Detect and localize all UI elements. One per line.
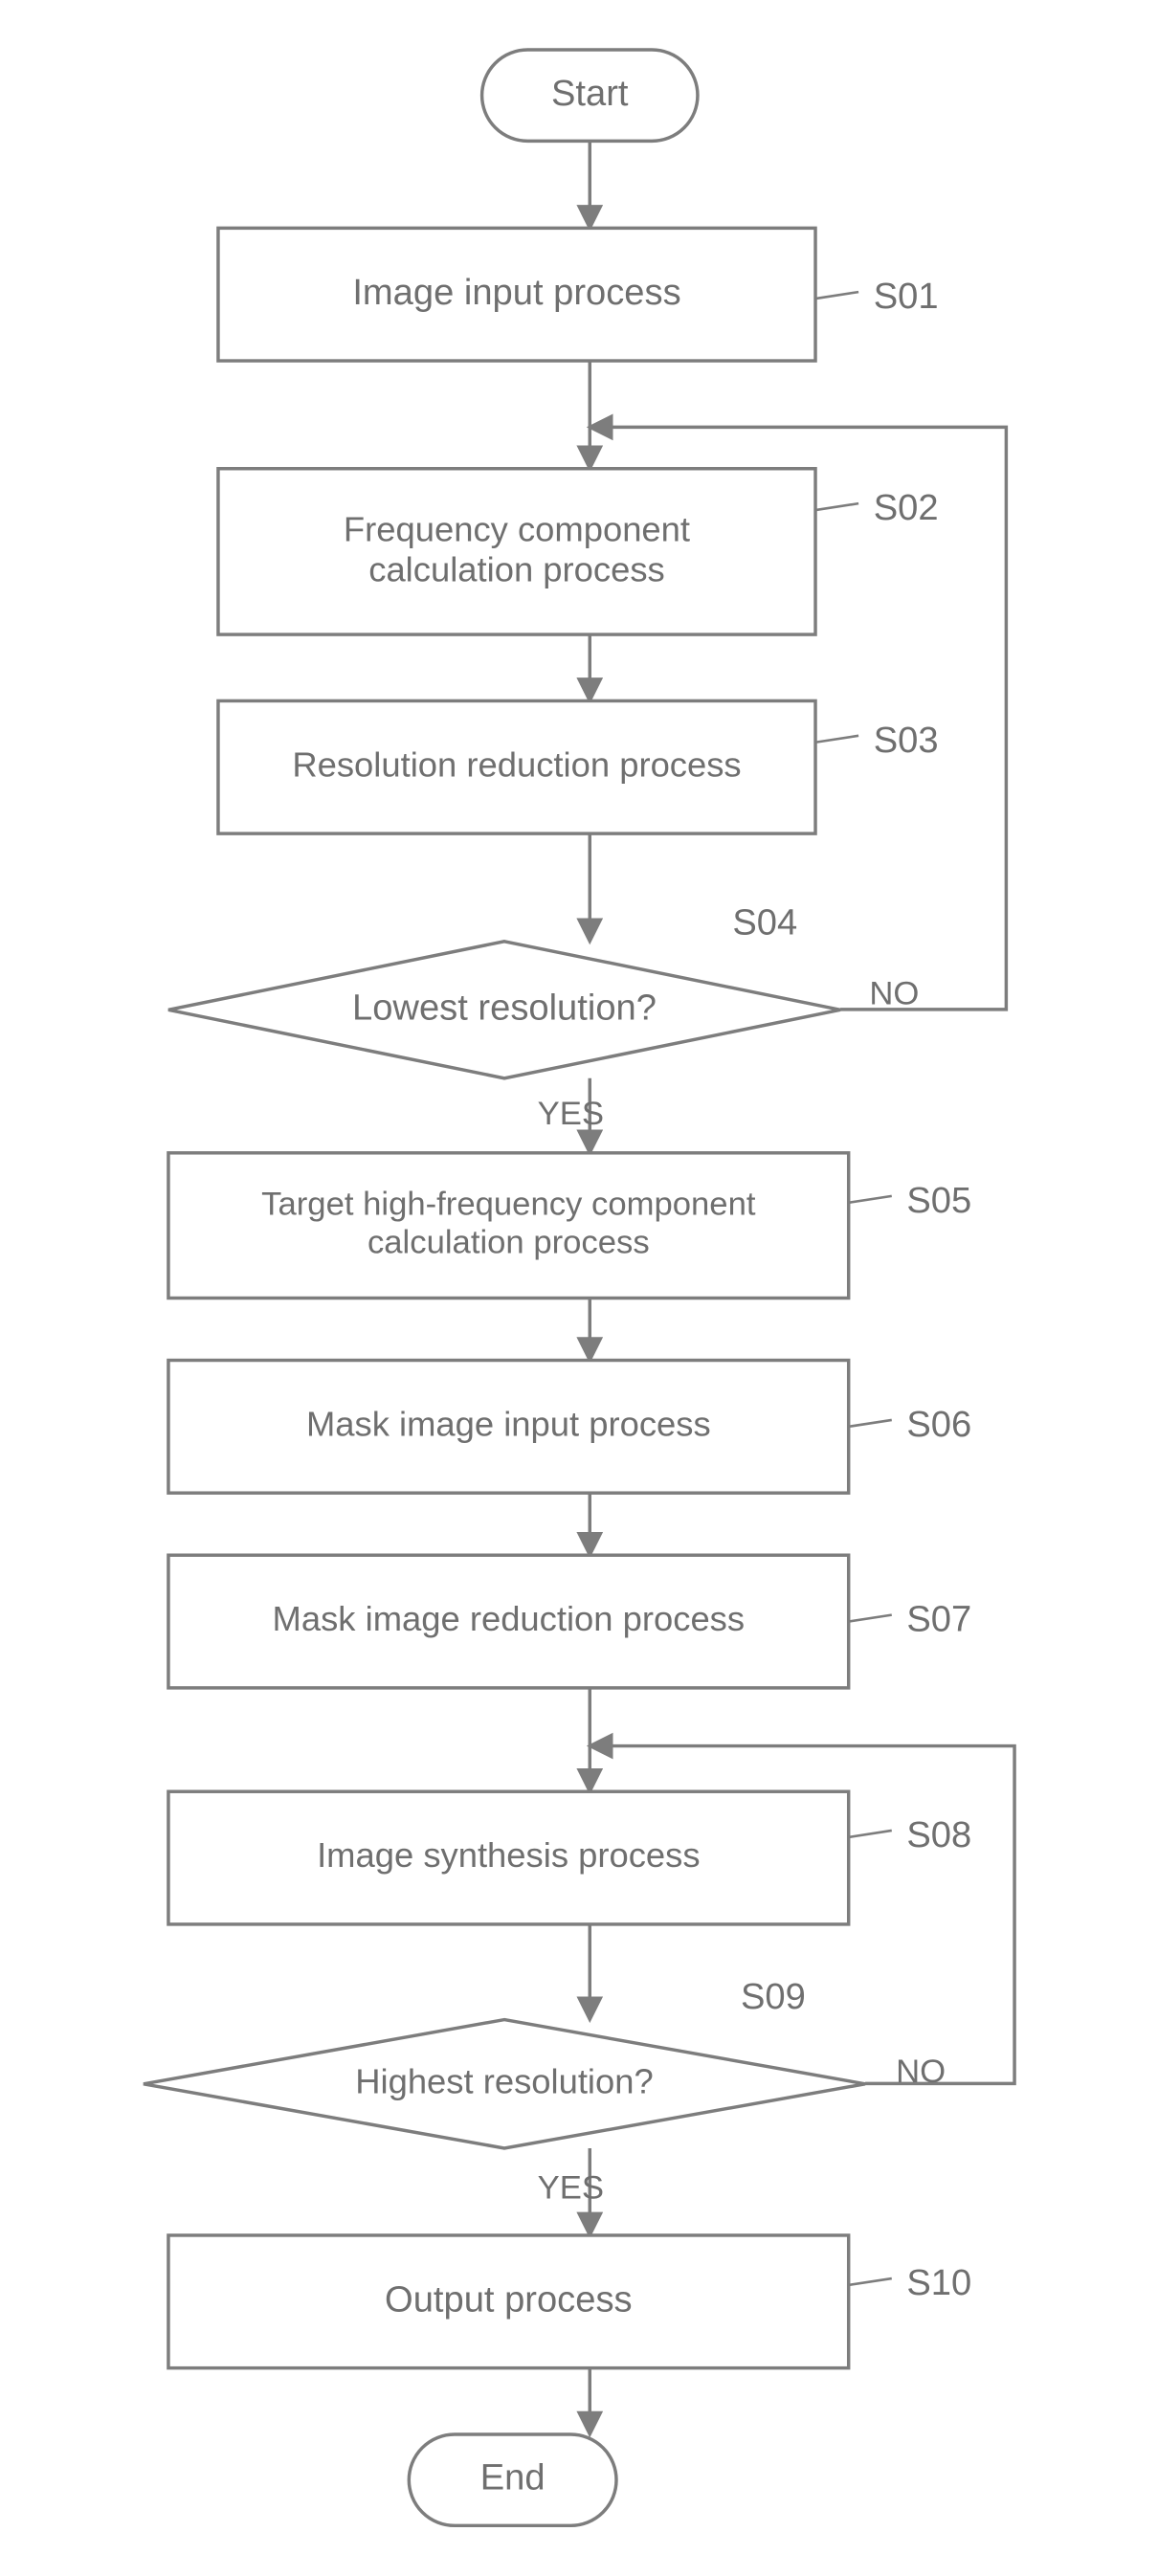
no-label-s04: NO bbox=[869, 975, 919, 1011]
node-s03: Resolution reduction process S03 bbox=[218, 700, 939, 833]
node-label-s01: Image input process bbox=[352, 272, 680, 313]
no-label-s09: NO bbox=[896, 2054, 946, 2090]
step-label-s01: S01 bbox=[874, 276, 939, 317]
step-label-s08: S08 bbox=[906, 1814, 971, 1855]
node-s04: Lowest resolution? S04 YES NO bbox=[168, 902, 919, 1132]
step-label-s07: S07 bbox=[906, 1599, 971, 1640]
step-label-s04: S04 bbox=[732, 902, 797, 944]
node-label-s06: Mask image input process bbox=[306, 1404, 711, 1443]
node-label-s02: Frequency componentcalculation process bbox=[344, 509, 690, 588]
node-label-s10: Output process bbox=[385, 2278, 633, 2320]
step-label-s05: S05 bbox=[906, 1180, 971, 1221]
node-label-s03: Resolution reduction process bbox=[292, 744, 741, 784]
node-s05: Target high-frequency componentcalculati… bbox=[168, 1153, 971, 1299]
node-s07: Mask image reduction process S07 bbox=[168, 1555, 971, 1688]
node-label-s08: Image synthesis process bbox=[317, 1835, 700, 1875]
yes-label-s04: YES bbox=[538, 1096, 604, 1132]
step-label-s02: S02 bbox=[874, 487, 939, 528]
step-label-s09: S09 bbox=[741, 1976, 806, 2017]
step-label-s06: S06 bbox=[906, 1404, 971, 1445]
node-s02: Frequency componentcalculation process S0… bbox=[218, 469, 939, 634]
yes-label-s09: YES bbox=[538, 2169, 604, 2206]
node-label-end: End bbox=[480, 2457, 546, 2498]
node-s10: Output process S10 bbox=[168, 2235, 971, 2368]
node-start: Start bbox=[482, 50, 698, 141]
node-label-s07: Mask image reduction process bbox=[273, 1599, 746, 1638]
node-label-s09: Highest resolution? bbox=[355, 2061, 654, 2100]
node-label-s04: Lowest resolution? bbox=[352, 987, 657, 1028]
flowchart-canvas: Start Image input process S01 Frequency com… bbox=[0, 0, 1158, 2571]
node-end: End bbox=[409, 2434, 616, 2525]
node-s09: Highest resolution? S09 YES NO bbox=[144, 1976, 946, 2206]
node-s01: Image input process S01 bbox=[218, 228, 939, 361]
node-s06: Mask image input process S06 bbox=[168, 1361, 971, 1494]
step-label-s03: S03 bbox=[874, 720, 939, 761]
node-label-start: Start bbox=[551, 73, 629, 114]
step-label-s10: S10 bbox=[906, 2262, 971, 2303]
node-s08: Image synthesis process S08 bbox=[168, 1791, 971, 1924]
